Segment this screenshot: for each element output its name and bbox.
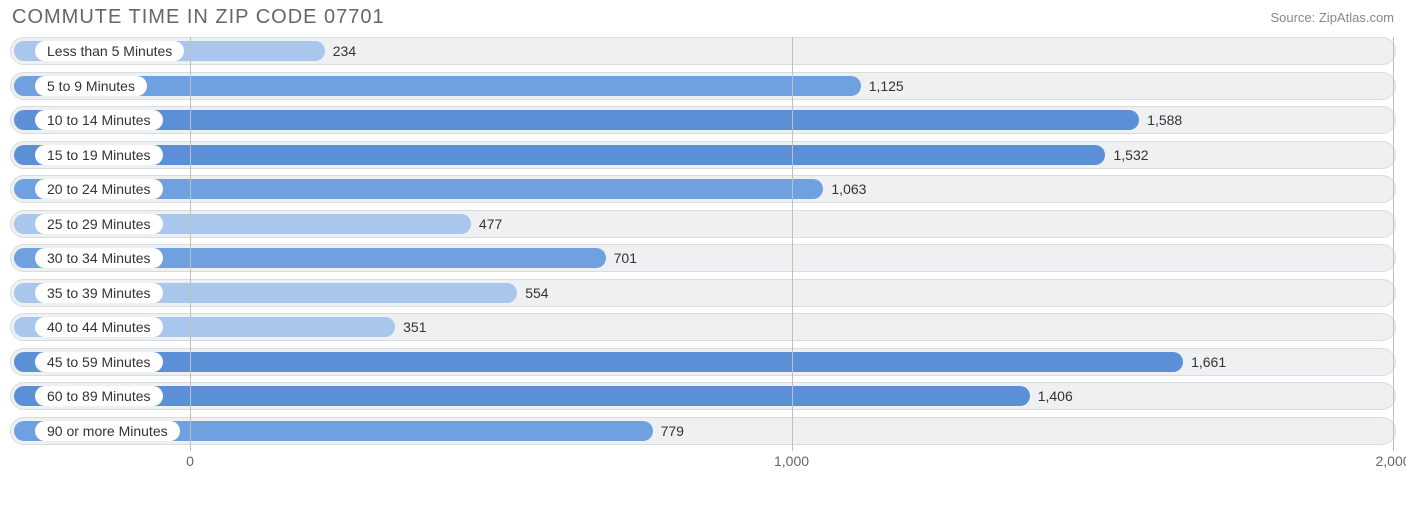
bar-row: 35 to 39 Minutes 554	[10, 279, 1396, 307]
bar-row: 40 to 44 Minutes 351	[10, 313, 1396, 341]
bar-row: 30 to 34 Minutes 701	[10, 244, 1396, 272]
gridline	[1393, 37, 1394, 451]
bar-value-label: 351	[403, 314, 426, 340]
gridline	[190, 37, 191, 451]
bar-category-label: Less than 5 Minutes	[35, 41, 184, 61]
bar-row: 25 to 29 Minutes 477	[10, 210, 1396, 238]
x-tick-label: 1,000	[774, 453, 809, 469]
chart-header: COMMUTE TIME IN ZIP CODE 07701 Source: Z…	[0, 0, 1406, 33]
bar-value-label: 1,532	[1113, 142, 1148, 168]
bar-row: 45 to 59 Minutes 1,661	[10, 348, 1396, 376]
bar-row: 60 to 89 Minutes 1,406	[10, 382, 1396, 410]
bar-value-label: 779	[661, 418, 684, 444]
bar-row: 20 to 24 Minutes 1,063	[10, 175, 1396, 203]
bar-fill	[14, 110, 1139, 130]
bar-value-label: 1,063	[831, 176, 866, 202]
bar-category-label: 30 to 34 Minutes	[35, 248, 163, 268]
bar-value-label: 234	[333, 38, 356, 64]
bar-fill	[14, 386, 1030, 406]
bar-category-label: 90 or more Minutes	[35, 421, 180, 441]
chart-area: Less than 5 Minutes 234 5 to 9 Minutes 1,12…	[0, 33, 1406, 445]
bar-category-label: 35 to 39 Minutes	[35, 283, 163, 303]
bar-row: 5 to 9 Minutes 1,125	[10, 72, 1396, 100]
bar-category-label: 25 to 29 Minutes	[35, 214, 163, 234]
bar-value-label: 701	[614, 245, 637, 271]
bar-category-label: 60 to 89 Minutes	[35, 386, 163, 406]
bar-value-label: 1,406	[1038, 383, 1073, 409]
bar-category-label: 15 to 19 Minutes	[35, 145, 163, 165]
bar-value-label: 554	[525, 280, 548, 306]
chart-source: Source: ZipAtlas.com	[1270, 6, 1394, 25]
bar-fill	[14, 145, 1105, 165]
bar-category-label: 20 to 24 Minutes	[35, 179, 163, 199]
bar-value-label: 1,125	[869, 73, 904, 99]
bar-category-label: 45 to 59 Minutes	[35, 352, 163, 372]
bar-category-label: 10 to 14 Minutes	[35, 110, 163, 130]
bar-value-label: 477	[479, 211, 502, 237]
bar-category-label: 40 to 44 Minutes	[35, 317, 163, 337]
bar-row: 10 to 14 Minutes 1,588	[10, 106, 1396, 134]
bar-value-label: 1,588	[1147, 107, 1182, 133]
gridline	[792, 37, 793, 451]
chart-title: COMMUTE TIME IN ZIP CODE 07701	[12, 6, 385, 29]
bar-category-label: 5 to 9 Minutes	[35, 76, 147, 96]
bar-row: 90 or more Minutes 779	[10, 417, 1396, 445]
x-tick-label: 0	[186, 453, 194, 469]
x-tick-label: 2,000	[1375, 453, 1406, 469]
bar-row: 15 to 19 Minutes 1,532	[10, 141, 1396, 169]
bar-row: Less than 5 Minutes 234	[10, 37, 1396, 65]
bar-value-label: 1,661	[1191, 349, 1226, 375]
